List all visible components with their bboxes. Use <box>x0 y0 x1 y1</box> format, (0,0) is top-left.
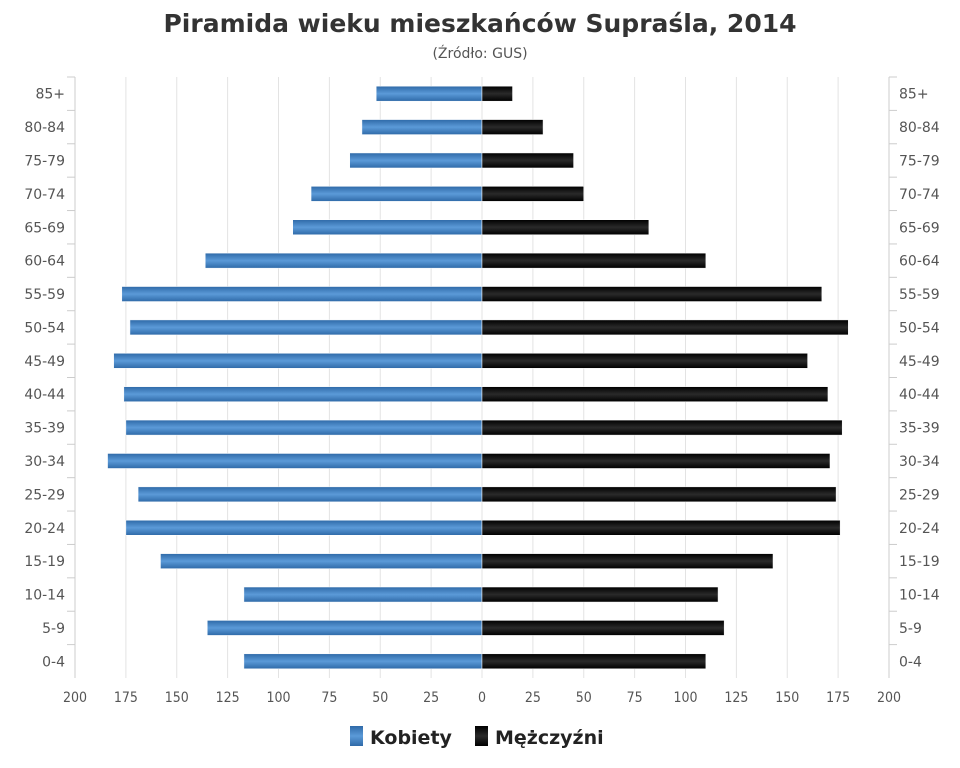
men-bar-40-44 <box>481 386 829 402</box>
left-category-label: 30-34 <box>24 454 65 470</box>
women-bar-35-39 <box>125 419 483 436</box>
women-bar-40-44 <box>123 386 483 402</box>
left-category-label: 5-9 <box>42 621 65 637</box>
right-category-label: 50-54 <box>899 320 940 336</box>
chart-subtitle: (Źródło: GUS) <box>432 44 527 62</box>
women-bar-15-19 <box>160 553 483 569</box>
left-category-label: 60-64 <box>24 254 65 270</box>
men-bar-15-19 <box>481 553 774 569</box>
men-bar-20-24 <box>481 520 841 536</box>
x-tick-label: 75 <box>321 690 337 706</box>
x-tick-label: 125 <box>724 690 748 706</box>
women-bar-10-14 <box>243 586 483 603</box>
x-tick-label: 100 <box>266 690 290 706</box>
men-bar-50-54 <box>481 319 849 336</box>
left-category-label: 65-69 <box>24 220 65 236</box>
right-category-label: 15-19 <box>899 554 940 570</box>
left-category-label: 20-24 <box>24 521 65 537</box>
men-bar-65-69 <box>481 219 650 235</box>
legend-label-men: Mężczyźni <box>495 727 604 749</box>
right-category-label: 75-79 <box>899 153 940 169</box>
right-category-label: 10-14 <box>899 588 940 604</box>
right-category-label: 30-34 <box>899 454 940 470</box>
left-category-label: 40-44 <box>24 387 65 403</box>
right-category-label: 25-29 <box>899 487 940 503</box>
women-bar-70-74 <box>310 186 483 202</box>
left-category-label: 70-74 <box>24 187 65 203</box>
left-category-label: 45-49 <box>24 354 65 370</box>
women-bar-30-34 <box>107 453 483 469</box>
x-tick-label: 0 <box>478 690 486 706</box>
right-category-label: 70-74 <box>899 187 940 203</box>
women-bar-20-24 <box>125 520 483 536</box>
x-tick-label: 125 <box>216 690 240 706</box>
left-category-label: 85+ <box>35 87 65 103</box>
right-category-label: 55-59 <box>899 287 940 303</box>
x-tick-label: 25 <box>423 690 439 706</box>
x-tick-label: 150 <box>165 690 189 706</box>
men-bar-45-49 <box>481 353 808 369</box>
right-category-label: 20-24 <box>899 521 940 537</box>
right-category-label: 35-39 <box>899 421 940 437</box>
left-category-label: 75-79 <box>24 153 65 169</box>
right-category-label: 0-4 <box>899 654 922 670</box>
left-category-label: 55-59 <box>24 287 65 303</box>
men-bar-30-34 <box>481 453 831 469</box>
women-bar-60-64 <box>204 252 483 269</box>
left-category-label: 10-14 <box>24 588 65 604</box>
x-tick-label: 100 <box>673 690 697 706</box>
men-bar-55-59 <box>481 286 823 302</box>
x-tick-label: 200 <box>63 690 87 706</box>
right-category-label: 85+ <box>899 87 929 103</box>
left-category-label: 35-39 <box>24 421 65 437</box>
left-category-label: 0-4 <box>42 654 65 670</box>
men-bar-10-14 <box>481 586 719 603</box>
men-bar-0-4 <box>481 653 707 670</box>
men-bar-70-74 <box>481 186 584 202</box>
women-bar-55-59 <box>121 286 483 302</box>
men-bar-80-84 <box>481 119 544 135</box>
left-category-label: 25-29 <box>24 487 65 503</box>
legend-label-women: Kobiety <box>370 727 453 749</box>
men-bar-35-39 <box>481 419 843 436</box>
x-tick-label: 50 <box>372 690 388 706</box>
women-bar-80-84 <box>361 119 483 135</box>
right-category-label: 45-49 <box>899 354 940 370</box>
women-bar-50-54 <box>129 319 483 336</box>
women-bar-65-69 <box>292 219 483 235</box>
men-bar-85+ <box>481 85 513 102</box>
women-bar-0-4 <box>243 653 483 670</box>
men-bar-60-64 <box>481 252 707 269</box>
women-bar-45-49 <box>113 353 483 369</box>
women-bar-5-9 <box>207 620 483 636</box>
men-bar-75-79 <box>481 152 574 169</box>
women-bar-75-79 <box>349 152 483 169</box>
men-bar-25-29 <box>481 486 837 503</box>
right-category-label: 80-84 <box>899 120 940 136</box>
right-category-label: 5-9 <box>899 621 922 637</box>
right-category-label: 60-64 <box>899 254 940 270</box>
x-tick-label: 200 <box>877 690 901 706</box>
left-category-label: 15-19 <box>24 554 65 570</box>
x-tick-label: 75 <box>627 690 643 706</box>
men-bar-5-9 <box>481 620 725 636</box>
x-tick-label: 150 <box>775 690 799 706</box>
right-category-label: 40-44 <box>899 387 940 403</box>
chart-title: Piramida wieku mieszkańców Supraśla, 201… <box>163 9 796 38</box>
legend-swatch-men <box>475 726 488 746</box>
x-tick-label: 50 <box>576 690 592 706</box>
left-category-label: 80-84 <box>24 120 65 136</box>
women-bar-25-29 <box>137 486 483 503</box>
right-category-label: 65-69 <box>899 220 940 236</box>
left-category-label: 50-54 <box>24 320 65 336</box>
x-tick-label: 175 <box>114 690 138 706</box>
women-bar-85+ <box>375 85 483 102</box>
legend-swatch-women <box>350 726 363 746</box>
x-tick-label: 175 <box>826 690 850 706</box>
x-tick-label: 25 <box>525 690 541 706</box>
